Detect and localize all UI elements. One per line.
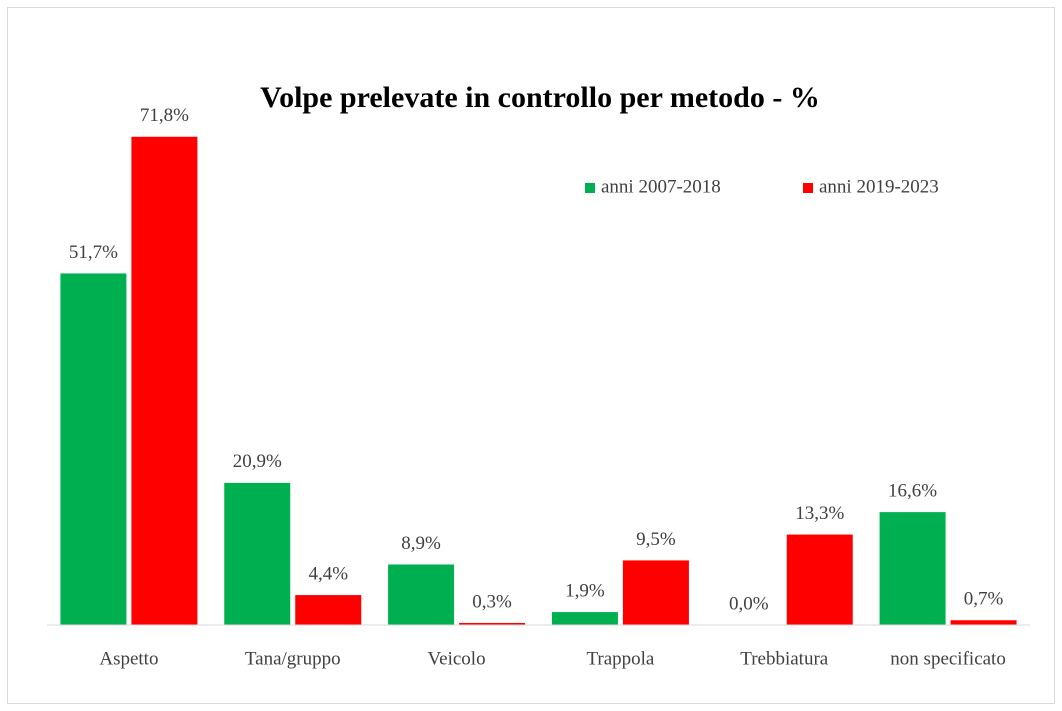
x-tick-label: Aspetto	[99, 648, 158, 669]
value-label: 1,9%	[565, 580, 605, 601]
value-label: 0,7%	[964, 589, 1004, 610]
bar	[388, 564, 455, 625]
legend-swatch	[585, 183, 595, 193]
bar	[459, 622, 526, 625]
x-tick-label: Veicolo	[428, 648, 486, 669]
value-label: 13,3%	[795, 503, 844, 524]
bar	[879, 512, 946, 625]
bar	[622, 560, 689, 625]
bar	[295, 595, 362, 625]
value-label: 0,3%	[472, 591, 512, 612]
value-label: 8,9%	[401, 533, 441, 554]
value-label: 4,4%	[308, 563, 348, 584]
value-label: 51,7%	[69, 242, 118, 263]
bar	[551, 612, 618, 625]
bar	[131, 136, 198, 625]
x-tick-label: non specificato	[890, 648, 1006, 669]
legend-label: anni 2007-2018	[601, 176, 721, 197]
x-tick-label: Trebbiatura	[740, 648, 829, 669]
bar	[950, 620, 1017, 625]
value-label: 0,0%	[729, 593, 769, 614]
value-label: 71,8%	[140, 105, 189, 126]
legend-swatch	[803, 183, 813, 193]
bar	[786, 534, 853, 625]
bar	[224, 482, 291, 625]
x-tick-label: Trappola	[586, 648, 654, 669]
value-label: 16,6%	[888, 480, 937, 501]
chart-title: Volpe prelevate in controllo per metodo …	[260, 81, 820, 114]
value-label: 9,5%	[636, 529, 676, 550]
value-label: 20,9%	[233, 451, 282, 472]
legend-label: anni 2019-2023	[819, 176, 939, 197]
x-tick-label: Tana/gruppo	[245, 648, 341, 669]
bar	[60, 273, 127, 625]
